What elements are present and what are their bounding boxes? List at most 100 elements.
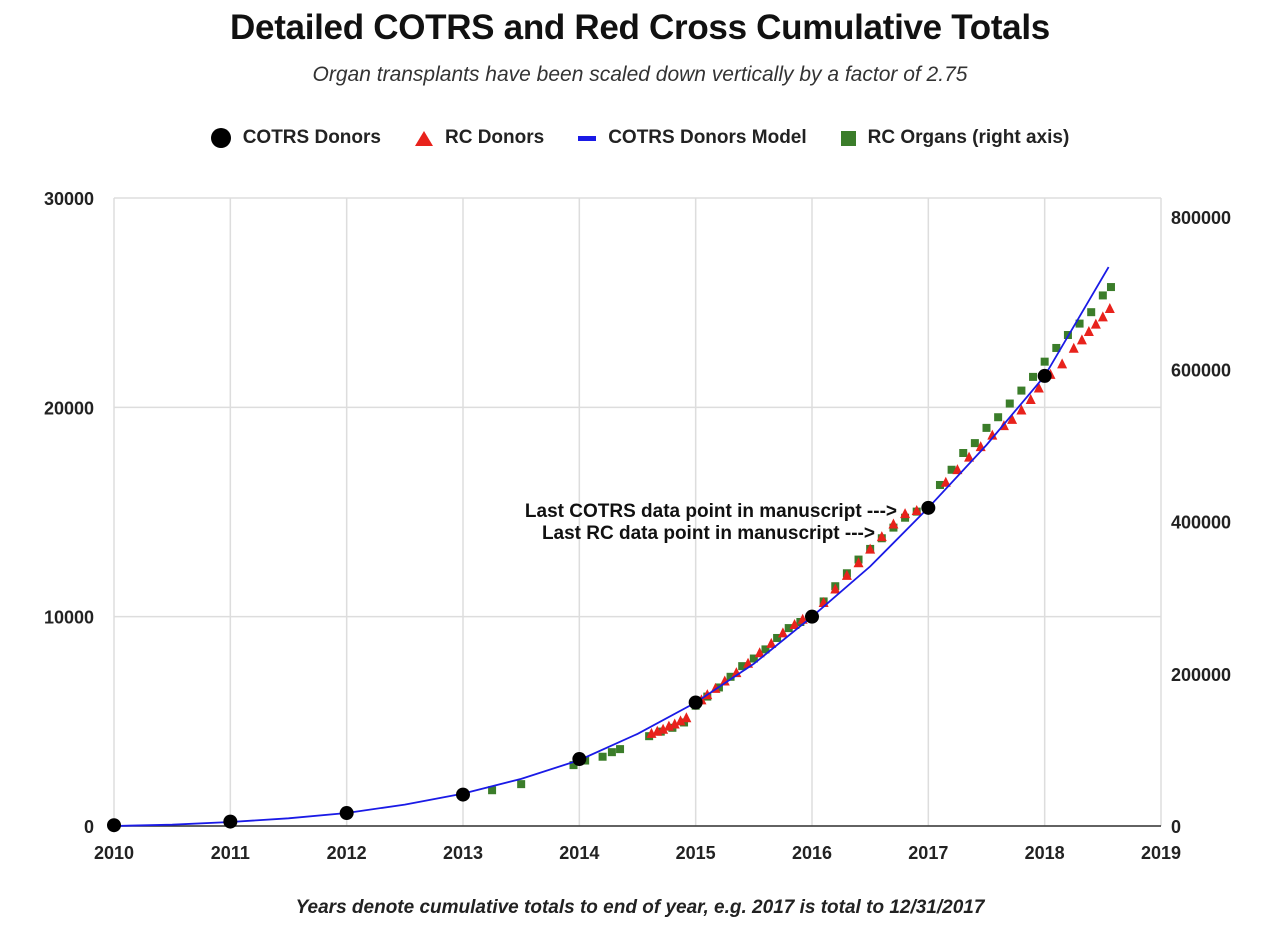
x-tick-label: 2019 [1141, 843, 1181, 863]
rc-organs-point [517, 780, 526, 789]
rc-organs-point [1106, 283, 1115, 292]
rc-donors-point [719, 675, 730, 686]
rc-donors-point [940, 476, 951, 487]
cotrs-donors-point [805, 609, 819, 624]
rc-organs-point [784, 624, 793, 633]
legend-item-rc-organs: RC Organs (right axis) [840, 127, 1070, 149]
rc-organs-point [994, 413, 1003, 422]
rc-organs-point [1075, 319, 1084, 328]
annotation-cotrs-label: Last COTRS data point in manuscript ---> [525, 501, 897, 522]
rc-donors-point [1016, 404, 1027, 415]
y-right-tick-label: 200000 [1171, 665, 1231, 685]
legend-circle-marker [210, 128, 231, 148]
rc-donors-point [987, 429, 998, 440]
rc-donors-point [1007, 413, 1018, 424]
y-right-tick-label: 0 [1171, 817, 1181, 837]
x-tick-label: 2015 [676, 843, 716, 863]
x-tick-label: 2011 [211, 843, 250, 863]
rc-donors-point [1033, 382, 1044, 393]
rc-organs-point [749, 654, 758, 663]
rc-donors-point [1090, 318, 1101, 329]
legend-square-marker [840, 130, 856, 146]
cotrs-donors-point [456, 787, 470, 802]
rc-organs-point [947, 465, 956, 474]
rc-donors-point [888, 518, 899, 529]
rc-donors-point [911, 504, 922, 515]
rc-donors-point [1068, 342, 1079, 353]
y-left-tick-label: 20000 [44, 398, 94, 418]
rc-organs-point [488, 786, 497, 795]
chart-title: Detailed COTRS and Red Cross Cumulative … [230, 8, 1050, 47]
cotrs-donors-point [572, 752, 587, 767]
rc-organs-point [1017, 386, 1026, 395]
legend-item-rc-donors: RC Donors [414, 127, 545, 149]
rc-donors-point [1057, 358, 1068, 369]
chart-subtitle: Organ transplants have been scaled down … [312, 63, 968, 86]
cotrs-donors-point [107, 818, 121, 833]
x-tick-label: 2016 [792, 843, 832, 863]
cotrs-donors-point [921, 500, 936, 515]
rc-organs-point [1005, 399, 1014, 408]
rc-organs-point [607, 748, 616, 757]
rc-donors-point [777, 627, 788, 638]
y-right-tick-label: 800000 [1171, 208, 1231, 228]
x-tick-label: 2012 [327, 843, 367, 863]
rc-organs-point [598, 752, 607, 761]
rc-organs-point [1052, 343, 1061, 352]
rc-organs-point [1040, 357, 1049, 366]
x-tick-label: 2013 [443, 843, 483, 863]
cotrs-model-line [113, 266, 1110, 827]
legend-label: RC Organs (right axis) [867, 127, 1070, 148]
rc-organs-point [616, 745, 625, 754]
rc-donors-point [952, 464, 963, 475]
rc-donors-point [754, 647, 765, 658]
rc-organs-point [773, 633, 782, 642]
legend-label: COTRS Donors [242, 127, 381, 148]
chart-legend: COTRS Donors RC Donors COTRS Donors Mode… [0, 127, 1280, 149]
rc-organs-point [1098, 291, 1107, 300]
legend-triangle-marker [414, 130, 433, 146]
rc-donors-point [853, 557, 864, 568]
rc-donors-point [681, 712, 692, 723]
y-left-tick-label: 30000 [44, 189, 94, 209]
cotrs-donors-point [688, 695, 703, 710]
x-tick-label: 2017 [908, 843, 948, 863]
y-right-tick-label: 600000 [1171, 360, 1231, 380]
rc-donors-point [841, 569, 852, 580]
rc-organs-point [1029, 372, 1038, 381]
chart-footer-note: Years denote cumulative totals to end of… [295, 897, 985, 918]
rc-donors-point [1097, 311, 1108, 322]
rc-organs-point [738, 662, 747, 671]
y-left-tick-label: 0 [84, 817, 94, 837]
rc-donors-point [766, 637, 777, 648]
rc-donors-point [675, 715, 686, 726]
rc-donors-point [1104, 302, 1115, 313]
rc-donors-point [658, 723, 669, 734]
x-tick-label: 2010 [94, 843, 134, 863]
rc-donors-point [1025, 394, 1036, 405]
rc-donors-point [865, 543, 876, 554]
rc-organs-point [959, 449, 968, 458]
rc-organs-point [761, 645, 770, 654]
cotrs-donors-point [1037, 368, 1052, 383]
legend-label: COTRS Donors Model [608, 127, 807, 148]
rc-organs-point [1087, 308, 1096, 317]
annotation-rc-label: Last RC data point in manuscript ---> [542, 523, 875, 544]
rc-donors-point [876, 531, 887, 542]
rc-donors-point [964, 451, 975, 462]
rc-organs-point [935, 480, 944, 489]
y-left-tick-label: 10000 [44, 608, 94, 628]
x-tick-label: 2018 [1025, 843, 1065, 863]
rc-organs-point [726, 672, 735, 681]
rc-donors-point [1083, 325, 1094, 336]
rc-donors-point [1076, 334, 1087, 345]
legend-label: RC Donors [444, 127, 545, 148]
rc-organs-point [970, 439, 979, 448]
legend-item-cotrs-donors: COTRS Donors [210, 127, 381, 149]
rc-organs-point [982, 423, 991, 432]
legend-item-cotrs-model: COTRS Donors Model [578, 127, 807, 149]
rc-donors-point [669, 718, 680, 729]
x-tick-label: 2014 [559, 843, 599, 863]
rc-organs-point [569, 761, 578, 770]
